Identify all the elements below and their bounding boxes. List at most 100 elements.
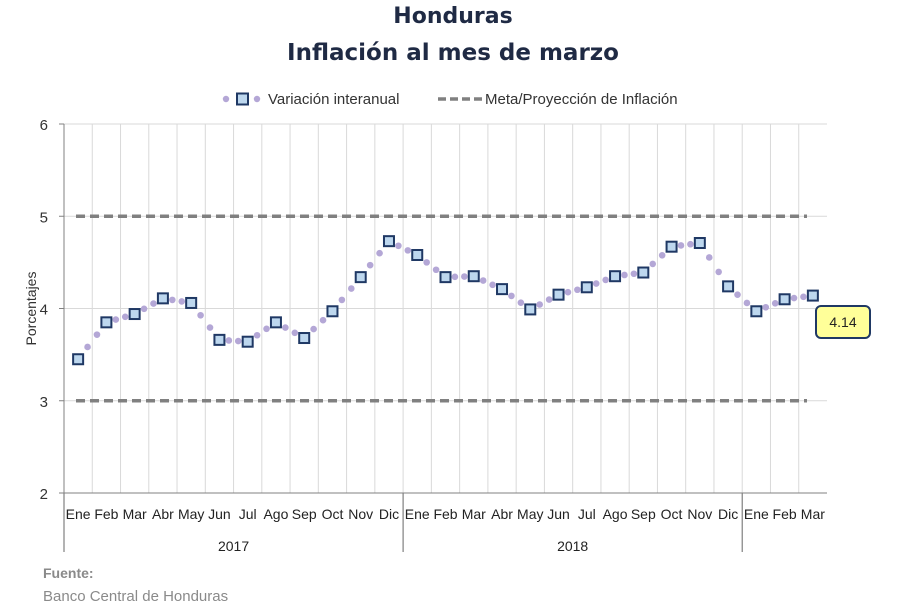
x-tick-label: Sep [292, 506, 317, 522]
x-tick-label: Feb [773, 506, 797, 522]
x-tick-label: Jul [578, 506, 596, 522]
series-dot [338, 296, 346, 304]
x-tick-label: Abr [491, 506, 513, 522]
x-tick-label: Ene [744, 506, 769, 522]
value-callout-label: 4.14 [829, 314, 856, 330]
series-dot [225, 337, 233, 344]
y-tick-label: 2 [40, 486, 48, 503]
series-dot [253, 331, 261, 339]
series-dot [169, 296, 176, 304]
series-point [693, 237, 706, 250]
series-dot [121, 313, 129, 321]
series-point [439, 271, 452, 284]
series-point [411, 248, 424, 261]
series-point [750, 305, 763, 318]
y-tick-label: 4 [40, 302, 48, 319]
series-point [524, 303, 537, 316]
series-point [128, 308, 141, 321]
series-dot [93, 331, 101, 338]
series-point [185, 296, 198, 309]
series-dot [112, 316, 120, 323]
x-tick-label: Nov [687, 506, 712, 522]
y-tick-label: 3 [40, 394, 48, 411]
series-dot [310, 325, 317, 333]
series-dot [140, 305, 148, 313]
series-dot [479, 277, 487, 284]
series-dot [508, 292, 515, 300]
legend-dash-icon [438, 97, 482, 101]
value-callout-box [815, 305, 871, 339]
x-tick-label: Dic [718, 506, 738, 522]
series-dot [206, 324, 214, 331]
x-tick-label: Oct [661, 506, 683, 522]
series-dot [423, 259, 430, 266]
x-tick-label: Sep [631, 506, 656, 522]
series-point [100, 316, 113, 329]
series-dot [517, 299, 525, 306]
series-point [298, 332, 311, 345]
chart-subtitle: Inflación al mes de marzo [287, 40, 619, 66]
x-tick-label: Feb [94, 506, 118, 522]
x-tick-label: Mar [123, 506, 147, 522]
series-point [552, 288, 565, 301]
series-dot [771, 299, 779, 307]
source-label: Fuente: [43, 565, 94, 581]
x-tick-label: Ene [66, 506, 91, 522]
x-tick-label: Ago [263, 506, 288, 522]
legend-item-variacion: Variación interanual [222, 90, 399, 108]
legend-marker-icon [222, 92, 261, 106]
series-dot [366, 261, 374, 269]
series-dot [432, 266, 440, 274]
series-dot [602, 276, 609, 284]
series-point [354, 271, 367, 284]
x-tick-label: Feb [433, 506, 457, 522]
series-dot [150, 300, 157, 307]
series-dot [734, 291, 741, 298]
series-dot [282, 324, 289, 331]
series-dot [574, 286, 581, 294]
year-label: 2018 [557, 538, 588, 554]
series-point [382, 235, 395, 248]
y-tick-label: 5 [40, 209, 48, 226]
series-dot [461, 273, 468, 280]
series-dot [677, 242, 685, 249]
series-dot [790, 294, 798, 302]
x-tick-label: Oct [322, 506, 344, 522]
x-tick-label: Abr [152, 506, 174, 522]
series-point [156, 292, 169, 305]
series-point [326, 305, 339, 318]
series-point [269, 316, 282, 329]
series-point [637, 266, 650, 279]
series-dot [715, 268, 722, 276]
series-point [806, 289, 819, 302]
series-dot [705, 254, 713, 261]
series-point [722, 280, 735, 293]
x-tick-label: Jun [208, 506, 231, 522]
series-dot [592, 280, 600, 287]
chart-title: Honduras [393, 4, 513, 29]
series-dot [291, 329, 299, 337]
x-tick-label: Ene [405, 506, 430, 522]
legend: Variación interanual Meta/Proyección de … [0, 90, 899, 112]
x-tick-label: Nov [348, 506, 373, 522]
x-tick-label: Jul [239, 506, 257, 522]
series-point [213, 333, 226, 346]
series-dot [348, 285, 355, 292]
x-tick-label: Ago [603, 506, 628, 522]
series-dot [536, 301, 543, 308]
y-axis-title: Porcentajes [23, 272, 39, 346]
series-point [467, 270, 480, 283]
source-text: Banco Central de Honduras [43, 588, 229, 605]
series-dot [649, 260, 657, 268]
y-tick-label: 6 [40, 117, 48, 134]
x-tick-label: Jun [547, 506, 570, 522]
legend-label-variacion: Variación interanual [268, 90, 400, 108]
series-point [241, 335, 254, 348]
series-dot [743, 299, 751, 307]
series-dot [451, 273, 459, 281]
series-dot [376, 249, 383, 257]
series-dot [658, 252, 666, 259]
series-dot [234, 337, 242, 345]
series-dot [621, 271, 628, 279]
series-point [496, 283, 509, 296]
